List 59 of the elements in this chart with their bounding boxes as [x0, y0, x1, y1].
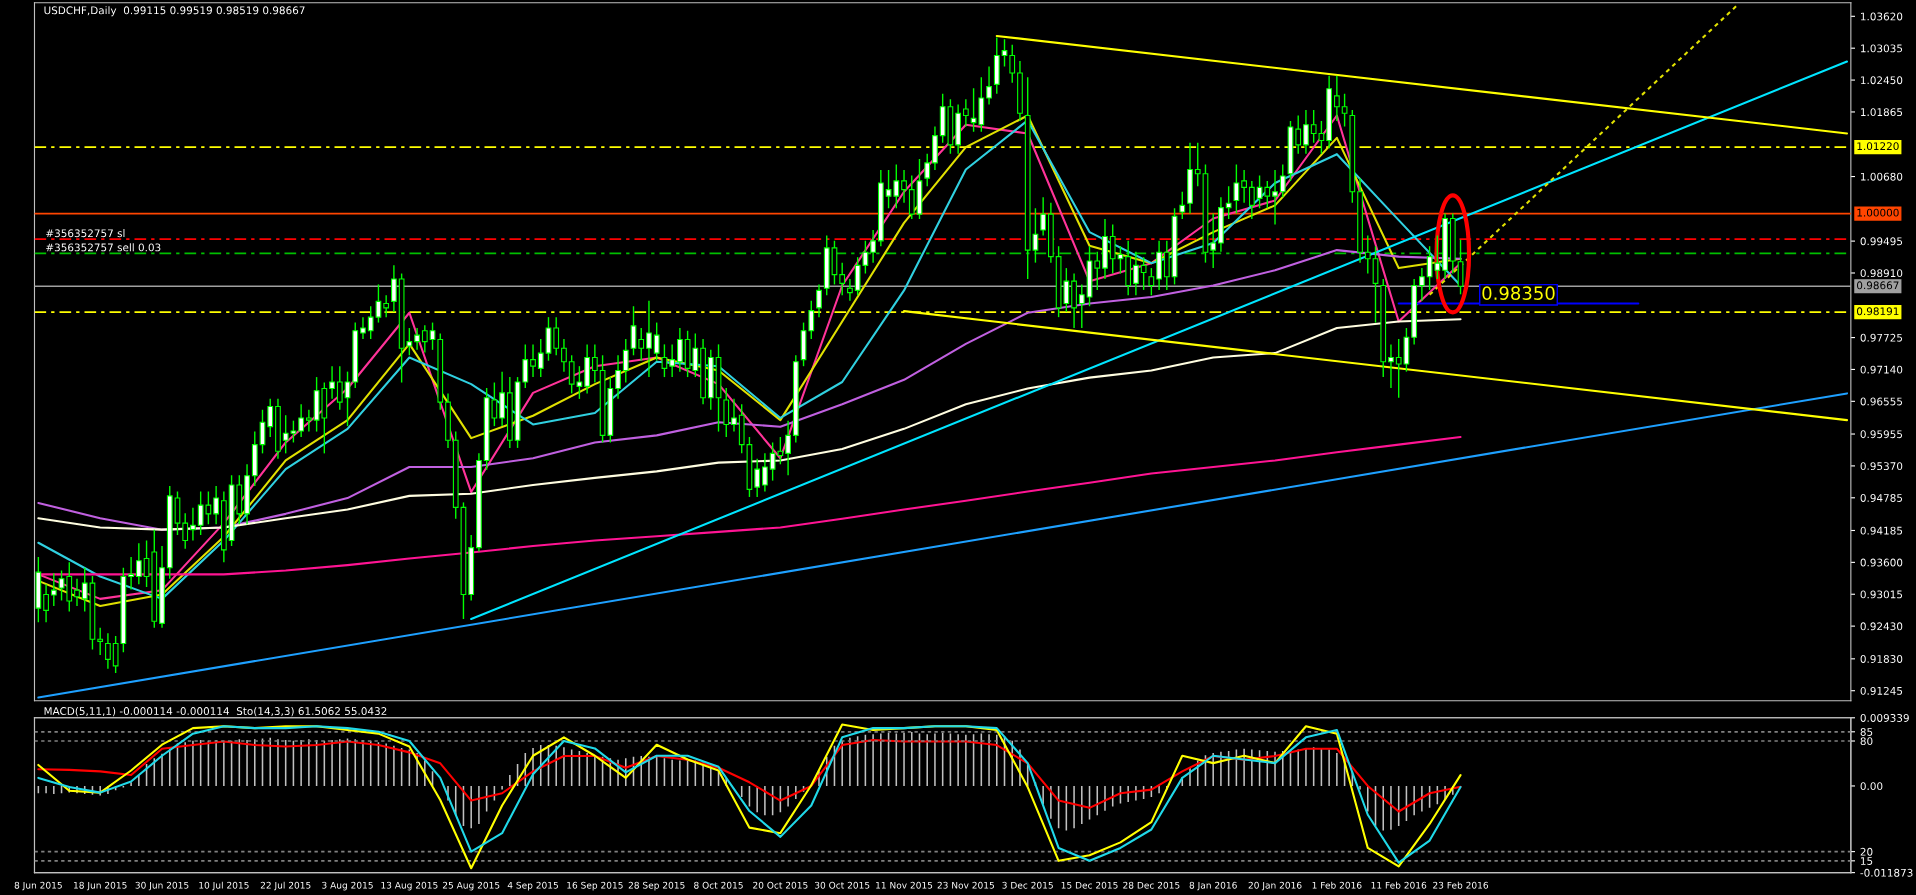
y-tick-label: 1.03035	[1861, 44, 1903, 53]
x-tick-label: 3 Dec 2015	[1002, 881, 1053, 889]
y-tick-label: 0.94185	[1860, 526, 1903, 535]
x-tick-label: 13 Aug 2015	[381, 881, 438, 891]
x-tick-label: 8 Jan 2016	[1189, 881, 1237, 891]
ref-line-label: 0.98191	[1856, 307, 1899, 316]
x-tick-label: 20 Jan 2016	[1248, 881, 1302, 891]
y-tick-label: 0.96555	[1860, 397, 1903, 406]
x-tick-label: 3 Aug 2015	[322, 881, 373, 891]
y-tick-label: 0.91245	[1860, 686, 1903, 695]
x-tick-label: 28 Dec 2015	[1123, 881, 1180, 889]
chart-title: USDCHF,Daily 0.99115 0.99519 0.98519 0.98667	[44, 6, 305, 17]
x-tick-label: 1 Feb 2016	[1312, 881, 1362, 889]
x-tick-label: 23 Feb 2016	[1433, 881, 1489, 889]
y-tick-label: 0.93600	[1860, 558, 1903, 567]
x-tick-label: 30 Jun 2015	[135, 881, 189, 891]
series-label: 0.98350	[1482, 286, 1555, 301]
x-tick-label: 28 Sep 2015	[628, 881, 685, 891]
y2-tick-label: 0.009339	[1860, 714, 1909, 722]
annotation: #356352757 sl	[46, 229, 125, 238]
y-tick-label: 80	[1860, 737, 1873, 746]
x-tick-label: 30 Oct 2015	[814, 881, 870, 889]
y-tick-label: 0.94785	[1860, 494, 1903, 502]
x-tick-label: 8 Jun 2015	[14, 881, 62, 891]
y-tick-label: 85	[1860, 728, 1873, 736]
x-tick-label: 8 Oct 2015	[694, 881, 743, 889]
chart-title: MACD(5,11,1) -0.000114 -0.000114 Sto(14,3,3) 61.5062 55.0432	[44, 706, 387, 717]
x-tick-label: 23 Nov 2015	[937, 881, 994, 889]
y-tick-label: 0.97725	[1860, 333, 1903, 342]
x-tick-label: 16 Sep 2015	[567, 881, 623, 891]
y-tick-label: 0.92430	[1860, 622, 1903, 631]
x-tick-label: 22 Jul 2015	[260, 881, 311, 891]
y2-tick-label: 0.00	[1860, 782, 1883, 791]
y-tick-label: 0.95370	[1860, 462, 1903, 471]
ref-line-label: 1.00000	[1857, 208, 1899, 217]
y-tick-label: 20	[1860, 847, 1873, 856]
y2-tick-label: -0.011873	[1860, 868, 1913, 877]
x-tick-label: 25 Aug 2015	[442, 881, 500, 891]
x-tick-label: 15 Dec 2015	[1061, 881, 1118, 889]
x-tick-label: 18 Jun 2015	[74, 881, 127, 891]
x-tick-label: 4 Sep 2015	[507, 881, 558, 891]
y-tick-label: 1.00680	[1861, 172, 1903, 181]
y-tick-label: 0.91830	[1860, 655, 1903, 663]
y-tick-label: 1.02450	[1861, 76, 1903, 85]
ref-line-label: 0.98667	[1856, 281, 1899, 290]
y-tick-label: 1.03620	[1861, 12, 1903, 21]
x-tick-label: 10 Jul 2015	[199, 881, 249, 891]
y-tick-label: 0.98910	[1860, 269, 1903, 278]
x-tick-label: 11 Feb 2016	[1371, 881, 1427, 889]
y-tick-label: 1.01865	[1861, 108, 1903, 117]
annotation: #356352757 sell 0.03	[46, 243, 161, 252]
y-tick-label: 0.99495	[1860, 237, 1903, 246]
ref-line-label: 1.01220	[1857, 142, 1899, 151]
y-tick-label: 0.97140	[1860, 365, 1903, 374]
x-tick-label: 11 Nov 2015	[876, 881, 933, 889]
y-tick-label: 0.93015	[1860, 590, 1903, 599]
y-tick-label: 0.95955	[1860, 430, 1903, 439]
y-tick-label: 15	[1861, 857, 1873, 865]
x-tick-label: 20 Oct 2015	[753, 881, 808, 889]
